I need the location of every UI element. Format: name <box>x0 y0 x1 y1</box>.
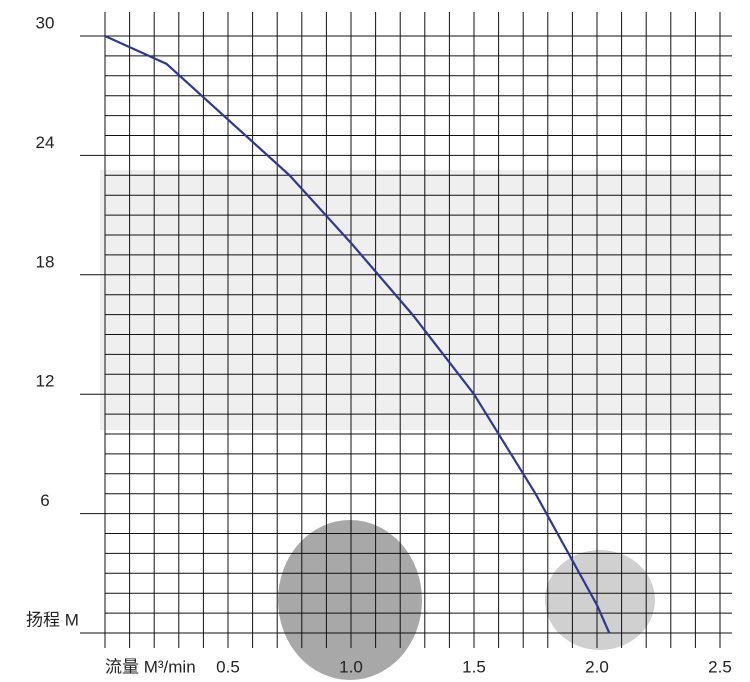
y-tick-label: 12 <box>36 372 55 391</box>
y-tick-label: 6 <box>40 491 49 510</box>
bg-shape <box>545 550 655 650</box>
y-tick-label: 扬程 M <box>26 610 79 629</box>
x-tick-label: 2.5 <box>708 657 732 676</box>
y-tick-label: 24 <box>36 133 55 152</box>
bg-shape <box>100 170 720 430</box>
background <box>100 170 720 680</box>
curve <box>104 34 611 634</box>
x-tick-label: 流量 M³/min <box>105 657 196 676</box>
y-tick-label: 30 <box>36 13 55 32</box>
x-tick-label: 1.0 <box>339 657 363 676</box>
x-tick-label: 0.5 <box>216 657 240 676</box>
x-tick-label: 2.0 <box>585 657 609 676</box>
bg-shape <box>278 520 422 680</box>
x-tick-label: 1.5 <box>462 657 486 676</box>
y-tick-label: 18 <box>36 252 55 271</box>
